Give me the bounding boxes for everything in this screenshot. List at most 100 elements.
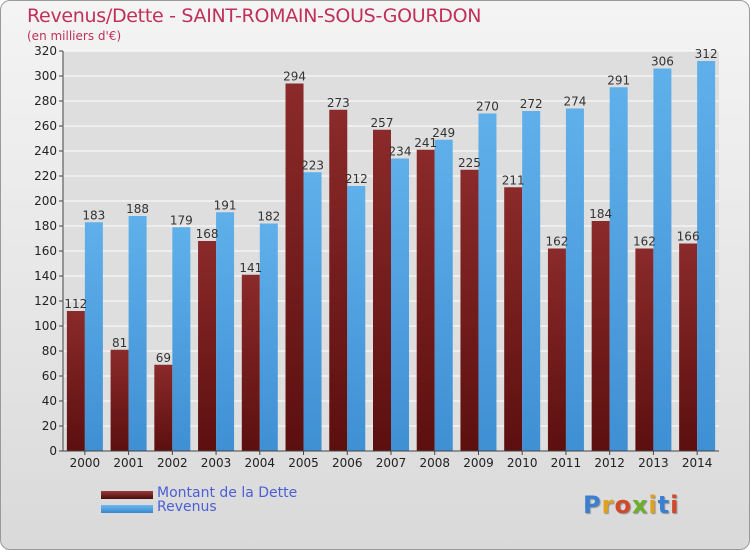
y-tick-label-200: 200 — [34, 194, 57, 208]
y-tick-label-140: 140 — [34, 269, 57, 283]
value-label-revenue-2003: 191 — [214, 198, 237, 212]
y-tick-label-180: 180 — [34, 219, 57, 233]
value-label-debt-2008: 241 — [414, 136, 437, 150]
value-label-debt-2013: 162 — [633, 235, 656, 249]
y-tick-label-120: 120 — [34, 294, 57, 308]
value-label-debt-2012: 184 — [589, 207, 612, 221]
legend-swatch-debt — [101, 491, 153, 499]
value-label-debt-2009: 225 — [458, 156, 481, 170]
bar-revenue-2006 — [347, 186, 366, 451]
bar-revenue-2008 — [434, 139, 453, 451]
y-tick-label-260: 260 — [34, 119, 57, 133]
x-tick-label-2011: 2011 — [551, 456, 582, 470]
value-label-debt-2011: 162 — [545, 235, 568, 249]
y-tick-label-280: 280 — [34, 94, 57, 108]
y-tick-label-20: 20 — [42, 419, 57, 433]
value-label-revenue-2008: 249 — [432, 126, 455, 140]
y-tick-label-80: 80 — [42, 344, 57, 358]
bar-revenue-2012 — [609, 87, 628, 451]
x-tick-label-2000: 2000 — [70, 456, 101, 470]
bar-revenue-2001 — [128, 216, 147, 451]
bar-debt-2005 — [285, 83, 304, 451]
bar-revenue-2005 — [303, 172, 322, 451]
x-tick-label-2004: 2004 — [245, 456, 276, 470]
value-label-debt-2007: 257 — [371, 116, 394, 130]
axes: 0 20 40 60 80 100 120 140 160 180 200 220 240 260 280 3… — [34, 44, 719, 470]
value-label-revenue-2014: 312 — [695, 47, 718, 61]
legend-label-revenue: Revenus — [157, 499, 217, 515]
chart-subtitle: (en milliers d'€) — [27, 29, 122, 43]
value-label-revenue-2004: 182 — [257, 210, 280, 224]
value-label-debt-2001: 81 — [112, 336, 127, 350]
value-label-debt-2005: 294 — [283, 70, 306, 84]
bar-debt-2013 — [635, 248, 654, 451]
x-tick-label-2002: 2002 — [157, 456, 188, 470]
y-tick-label-300: 300 — [34, 69, 57, 83]
bar-revenue-2013 — [653, 68, 672, 451]
bar-debt-2008 — [416, 149, 435, 451]
value-label-revenue-2006: 212 — [345, 172, 368, 186]
value-label-revenue-2000: 183 — [82, 208, 105, 222]
bar-debt-2000 — [66, 311, 85, 451]
bar-debt-2012 — [591, 221, 610, 451]
x-tick-label-2005: 2005 — [288, 456, 319, 470]
value-label-revenue-2011: 274 — [563, 95, 586, 109]
value-label-debt-2006: 273 — [327, 96, 350, 110]
value-label-revenue-2007: 234 — [389, 145, 412, 159]
y-tick-label-320: 320 — [34, 44, 57, 58]
x-tick-label-2008: 2008 — [419, 456, 450, 470]
value-label-revenue-2005: 223 — [301, 158, 324, 172]
x-tick-label-2007: 2007 — [376, 456, 407, 470]
x-tick-label-2001: 2001 — [113, 456, 144, 470]
y-tick-label-60: 60 — [42, 369, 57, 383]
value-label-debt-2010: 211 — [502, 173, 525, 187]
bar-revenue-2011 — [565, 108, 584, 451]
bar-revenue-2004 — [259, 223, 278, 451]
value-label-debt-2004: 141 — [239, 261, 262, 275]
bar-revenue-2007 — [391, 158, 409, 451]
bar-revenue-2009 — [478, 113, 497, 451]
bar-debt-2002 — [154, 364, 173, 451]
bar-debt-2004 — [241, 274, 260, 451]
x-tick-label-2013: 2013 — [638, 456, 669, 470]
bar-debt-2010 — [504, 187, 523, 451]
bar-debt-2003 — [198, 241, 217, 451]
legend-swatch-revenue — [101, 505, 153, 513]
y-tick-label-160: 160 — [34, 244, 57, 258]
bar-revenue-2002 — [172, 227, 191, 451]
value-label-debt-2014: 166 — [677, 230, 700, 244]
y-tick-label-100: 100 — [34, 319, 57, 333]
value-label-revenue-2001: 188 — [126, 202, 149, 216]
value-label-revenue-2002: 179 — [170, 213, 193, 227]
bars — [66, 61, 716, 451]
y-tick-label-240: 240 — [34, 144, 57, 158]
value-label-debt-2002: 69 — [156, 351, 171, 365]
legend-label-debt: Montant de la Dette — [157, 485, 298, 501]
bar-revenue-2010 — [522, 111, 541, 451]
value-label-debt-2000: 112 — [64, 297, 87, 311]
x-tick-label-2012: 2012 — [594, 456, 625, 470]
chart-title: Revenus/Dette - SAINT-ROMAIN-SOUS-GOURDO… — [27, 5, 482, 27]
bar-revenue-2000 — [84, 222, 103, 451]
bar-debt-2011 — [547, 248, 566, 451]
y-tick-label-0: 0 — [49, 444, 57, 458]
bar-debt-2001 — [110, 349, 129, 451]
y-tick-label-220: 220 — [34, 169, 57, 183]
bar-debt-2007 — [373, 129, 391, 451]
x-tick-label-2014: 2014 — [682, 456, 713, 470]
value-label-revenue-2013: 306 — [651, 55, 674, 69]
bar-debt-2006 — [329, 109, 348, 451]
x-tick-label-2009: 2009 — [463, 456, 494, 470]
x-tick-label-2010: 2010 — [507, 456, 538, 470]
y-tick-label-40: 40 — [42, 394, 57, 408]
x-tick-label-2006: 2006 — [332, 456, 363, 470]
bar-debt-2014 — [679, 243, 698, 451]
x-tick-label-2003: 2003 — [201, 456, 232, 470]
value-label-revenue-2010: 272 — [520, 97, 543, 111]
bar-revenue-2003 — [216, 212, 235, 451]
value-label-revenue-2009: 270 — [476, 100, 499, 114]
proxiti-logo: Proxiti — [583, 491, 680, 519]
